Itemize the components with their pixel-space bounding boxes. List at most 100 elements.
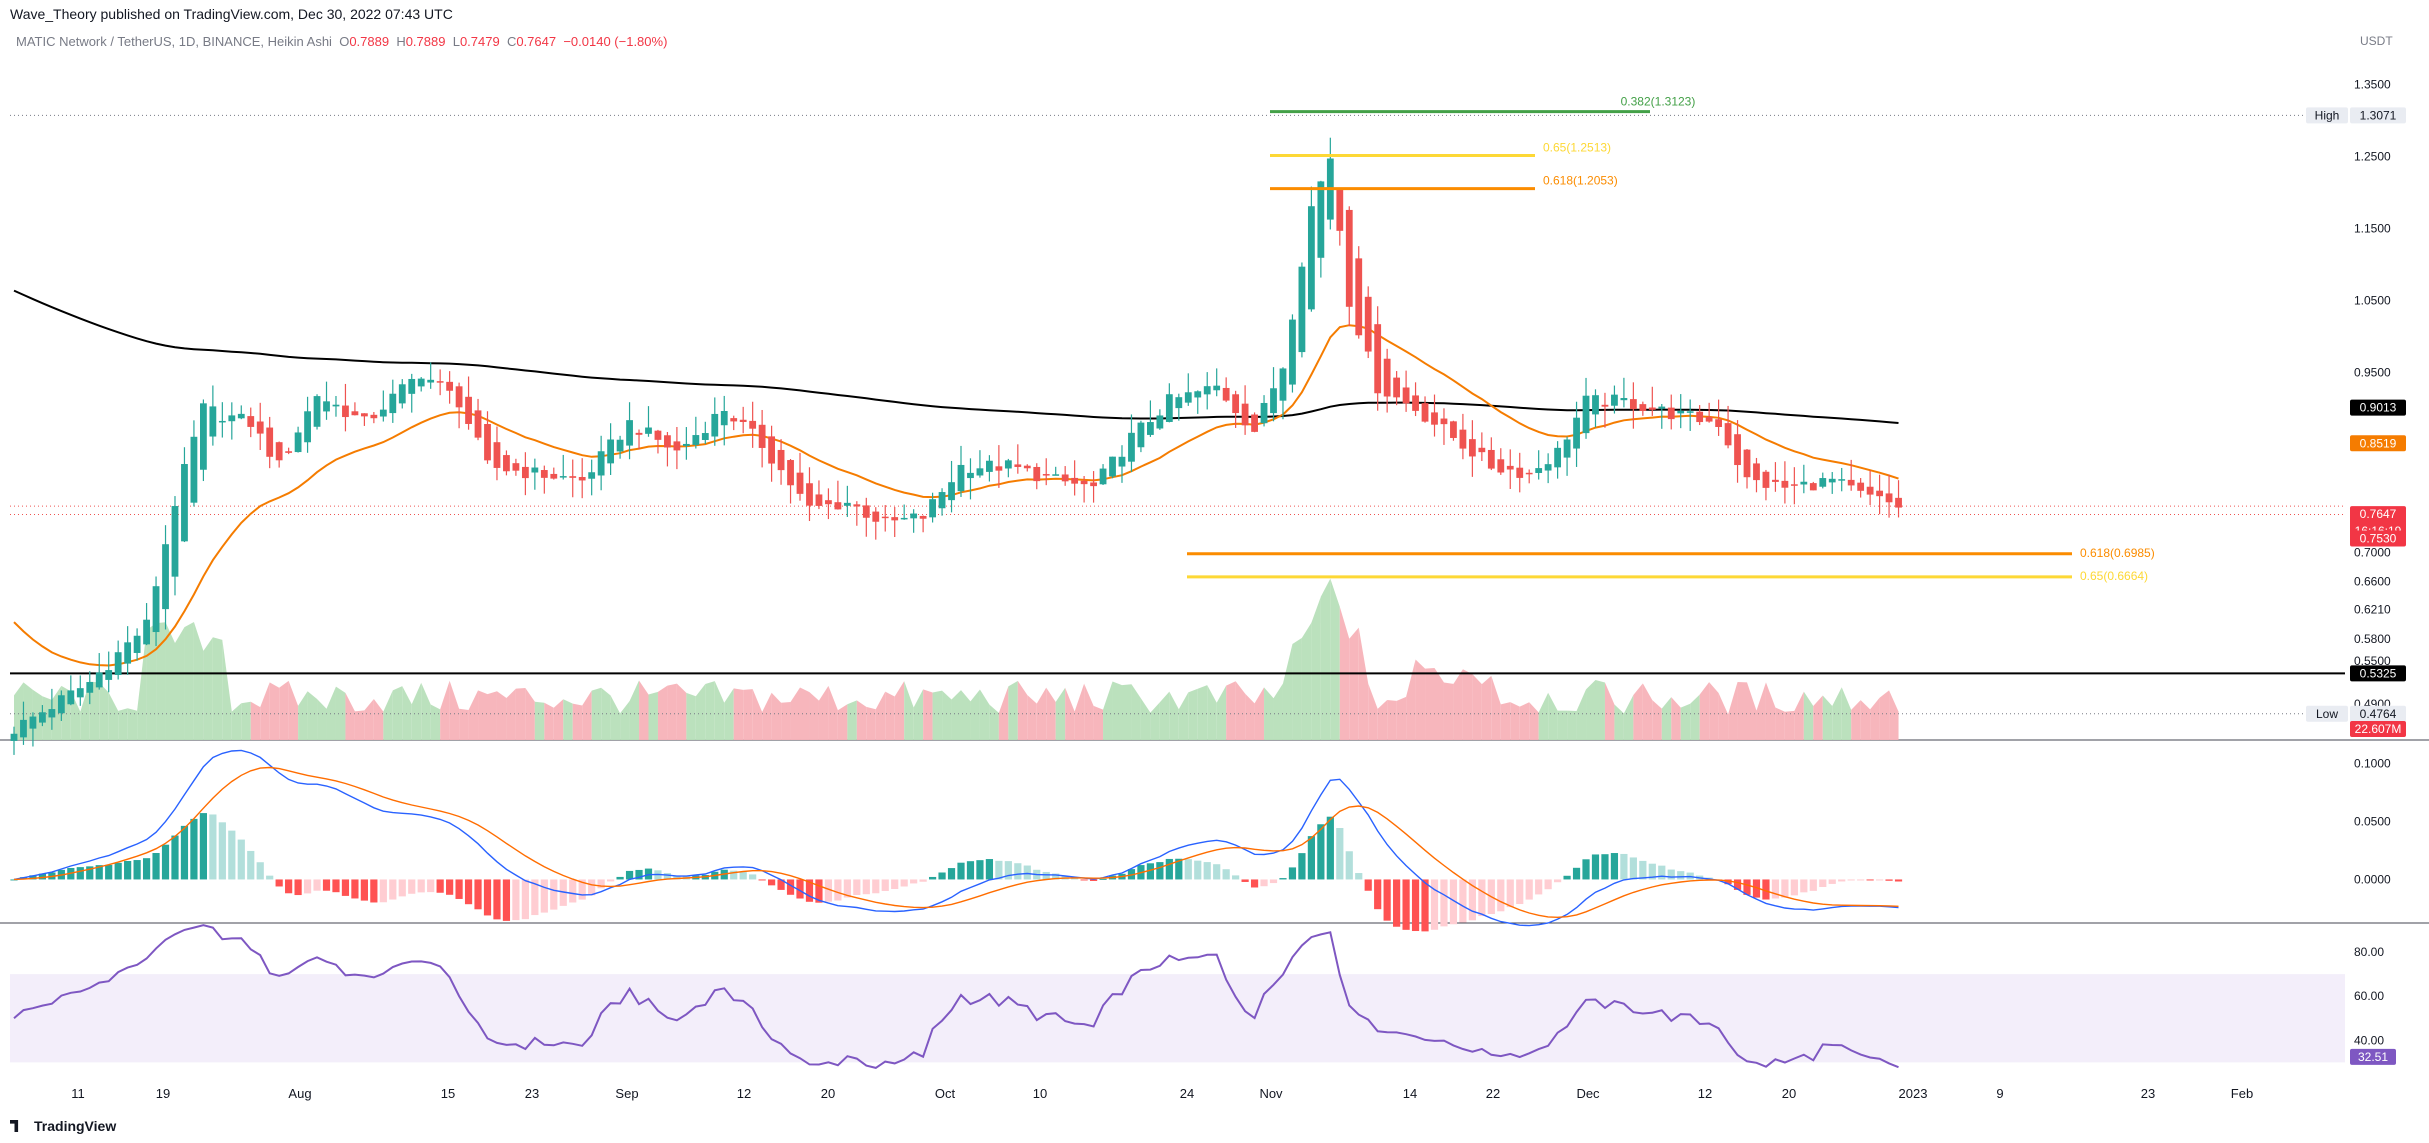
volume-area [1747,682,1757,740]
volume-area [1765,682,1776,740]
macd-histogram-bar [1885,879,1893,881]
volume-area [307,691,318,740]
macd-histogram-bar [10,879,18,881]
macd-histogram-bar [834,879,842,901]
macd-histogram-bar [749,874,757,880]
volume-area [515,688,526,740]
macd-histogram-bar [1459,879,1467,923]
macd-line [13,749,1899,927]
candle-body [1061,474,1069,482]
volume-area [620,701,630,740]
macd-histogram-bar [237,839,245,880]
candle-body [1497,459,1505,473]
volume-area [1519,702,1530,740]
volume-area [1481,675,1492,740]
candle-body [825,500,832,505]
candle-body [1620,398,1628,401]
macd-histogram-bar [180,825,189,880]
candle-body [493,442,501,468]
volume-area [1358,627,1369,740]
x-tick-label: 10 [1033,1086,1047,1101]
candle-body [247,416,255,427]
tradingview-logo-icon [10,1120,19,1132]
candle-body [465,396,472,424]
macd-histogram-bar [351,879,359,899]
volume-area [1889,690,1899,740]
macd-histogram-bar [588,879,596,896]
candle-body [758,424,766,448]
macd-histogram-bar [512,879,520,921]
volume-area [828,685,838,740]
volume-area [1112,681,1122,740]
candle-body [1052,474,1060,476]
volume-area [212,637,223,740]
candle-body [787,460,794,486]
volume-area [335,686,346,740]
candle-body [39,712,46,723]
x-tick-label: 24 [1180,1086,1194,1101]
candle-body [1554,447,1562,468]
macd-histogram-bar [1364,879,1372,891]
volume-area [1434,668,1444,740]
y-axis-label: 1.2500 [2354,149,2391,163]
high-value: 0.7889 [405,34,446,49]
macd-histogram-bar [446,879,454,895]
volume-area [743,689,753,740]
macd-histogram-bar [1156,862,1164,880]
candle-body [1128,432,1135,462]
candle-body [427,379,435,383]
macd-histogram-bar [1393,879,1401,927]
macd-histogram-bar [1468,879,1476,921]
macd-histogram-bar [1478,879,1486,917]
macd-histogram-bar [133,860,141,880]
volume-area [1529,702,1539,740]
macd-histogram-bar [1828,879,1836,884]
candle-body [1099,468,1107,485]
volume-area [118,708,128,740]
macd-histogram-bar [1222,869,1230,880]
volume-area [1188,688,1198,740]
x-tick-label: 20 [821,1086,835,1101]
candle-body [1819,478,1827,487]
candle-body [10,733,18,741]
volume-area [174,627,185,740]
candle-body [218,420,226,423]
candle-body [1724,423,1732,446]
macd-histogram-bar [1838,879,1846,882]
y-axis-label: 0.6210 [2354,603,2391,617]
macd-histogram-bar [862,879,870,895]
macd-histogram-bar [1866,879,1874,881]
candle-body [1866,486,1874,495]
macd-histogram-bar [1563,875,1571,880]
candle-body [76,688,84,698]
macd-histogram-bar [730,870,738,880]
candle-body [1307,206,1315,310]
volume-area [1349,627,1359,740]
macd-histogram-bar [1800,879,1808,893]
volume-area [629,680,640,740]
volume-area [269,682,280,740]
macd-histogram-bar [786,879,795,895]
candle-body [540,470,548,478]
volume-area [99,682,109,740]
volume-area [1832,687,1842,740]
candle-body [597,451,605,476]
macd-histogram-bar [947,868,956,880]
volume-area [1368,683,1378,740]
volume-area [695,683,706,740]
rsi-band [10,974,2345,1063]
fib-level-label: 0.65(0.6664) [2080,569,2148,583]
macd-histogram-bar [209,814,217,880]
macd-histogram-bar [1355,873,1363,880]
volume-area [553,699,564,740]
candle-body [389,393,397,414]
macd-histogram-bar [881,879,889,891]
volume-area [1396,696,1407,740]
y-axis-label: 1.0500 [2354,294,2391,308]
macd-histogram-bar [1497,879,1505,912]
macd-histogram-bar [1449,879,1458,925]
candle-body [1506,465,1514,470]
volume-area [1093,705,1104,740]
volume-area [1226,681,1236,740]
